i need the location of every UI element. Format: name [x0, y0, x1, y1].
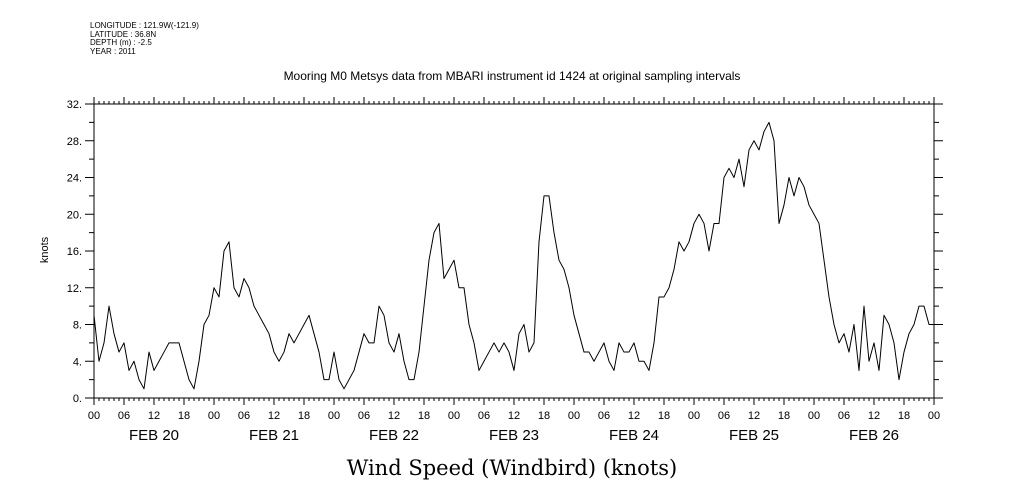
x-tick-label: 18: [778, 410, 790, 422]
x-tick-label: 12: [388, 410, 400, 422]
depth-text: DEPTH (m) : -2.5: [90, 38, 152, 47]
x-tick-label: 06: [118, 410, 130, 422]
plot-frame: [93, 103, 935, 399]
latitude-text: LATITUDE : 36.8N: [90, 29, 157, 39]
x-tick-label: 00: [448, 410, 460, 422]
x-tick-label: 18: [298, 410, 310, 422]
day-label: FEB 26: [849, 427, 899, 444]
day-label: FEB 20: [129, 427, 179, 444]
x-tick-label: 12: [748, 410, 760, 422]
y-tick-label: 12.: [67, 283, 82, 295]
x-tick-label: 06: [598, 410, 610, 422]
x-tick-label: 06: [478, 410, 490, 422]
x-tick-label: 06: [238, 410, 250, 422]
y-tick-label: 4.: [73, 356, 82, 368]
x-tick-label: 12: [268, 410, 280, 422]
y-tick-label: 28.: [67, 136, 82, 148]
x-tick-label: 00: [928, 410, 940, 422]
x-tick-label: 18: [658, 410, 670, 422]
x-tick-label: 12: [868, 410, 880, 422]
longitude-text: LONGITUDE : 121.9W(-121.9): [90, 21, 199, 30]
x-tick-label: 12: [628, 410, 640, 422]
x-tick-label: 00: [328, 410, 340, 422]
x-tick-label: 18: [898, 410, 910, 422]
x-tick-label: 12: [148, 410, 160, 422]
x-tick-label: 00: [208, 410, 220, 422]
x-tick-label: 00: [688, 410, 700, 422]
x-tick-label: 18: [538, 410, 550, 422]
x-tick-label: 00: [568, 410, 580, 422]
x-tick-label: 06: [838, 410, 850, 422]
y-tick-label: 24.: [67, 173, 82, 185]
y-tick-label: 16.: [67, 246, 82, 258]
x-axis-title: Wind Speed (Windbird) (knots): [347, 456, 677, 480]
x-tick-label: 18: [178, 410, 190, 422]
y-tick-label: 8.: [73, 320, 82, 332]
year-text: YEAR : 2011: [90, 46, 136, 56]
day-label: FEB 21: [249, 427, 299, 444]
metadata-block: LONGITUDE : 121.9W(-121.9) LATITUDE : 36…: [90, 21, 199, 56]
y-tick-label: 20.: [67, 209, 82, 221]
x-tick-label: 12: [508, 410, 520, 422]
x-tick-label: 06: [358, 410, 370, 422]
x-tick-label: 06: [718, 410, 730, 422]
y-tick-label: 0.: [73, 393, 82, 405]
x-tick-label: 00: [808, 410, 820, 422]
wind-speed-series-line: [93, 121, 934, 390]
x-tick-label: 00: [88, 410, 100, 422]
y-tick-label: 32.: [67, 99, 82, 111]
day-label: FEB 22: [369, 427, 419, 444]
x-tick-label: 18: [418, 410, 430, 422]
y-axis-label: knots: [39, 236, 51, 263]
day-label: FEB 25: [729, 427, 779, 444]
day-label: FEB 23: [489, 427, 539, 444]
chart-title: Mooring M0 Metsys data from MBARI instru…: [284, 69, 741, 83]
day-label: FEB 24: [609, 427, 659, 444]
